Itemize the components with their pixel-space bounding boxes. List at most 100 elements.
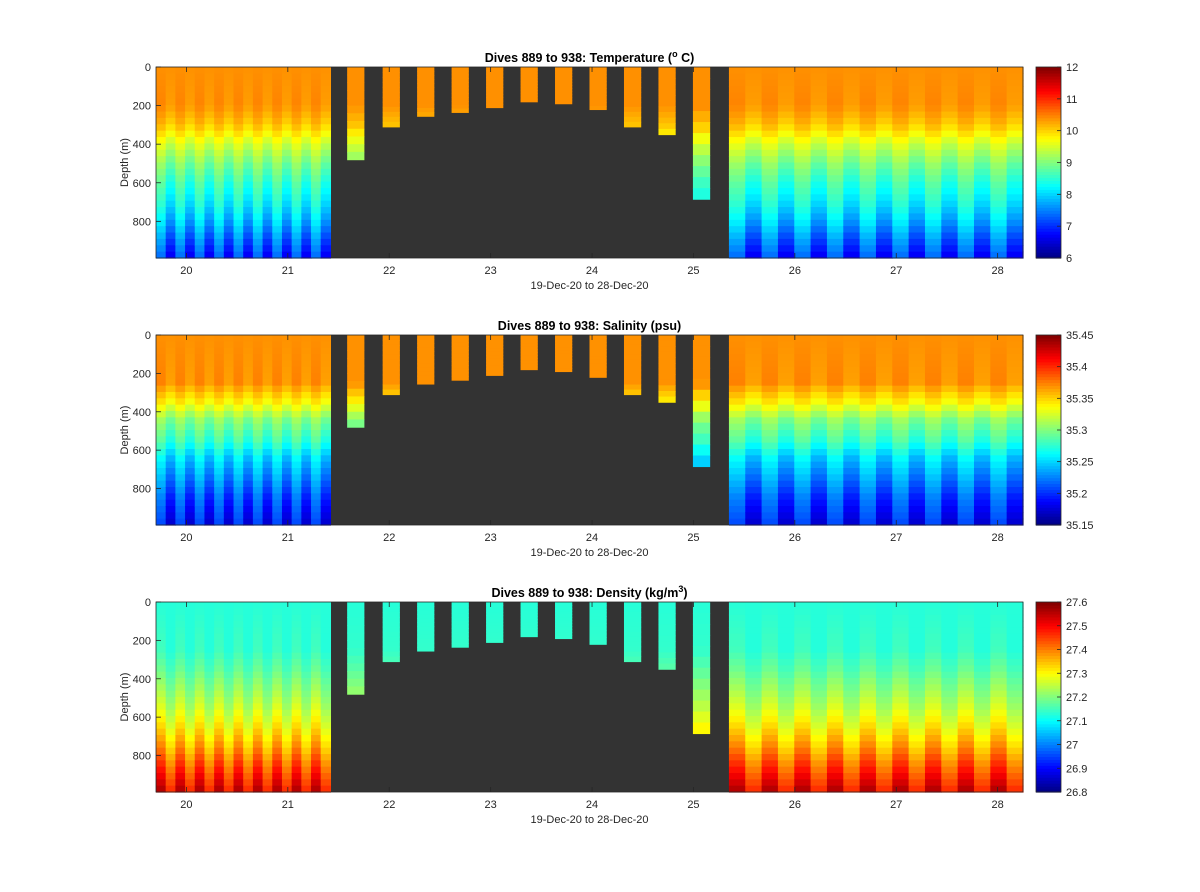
colorbar-segment (1036, 516, 1061, 520)
cell (1006, 436, 1024, 444)
y-tick-label: 0 (145, 330, 151, 342)
cell (826, 67, 844, 74)
cell (311, 671, 322, 679)
cell (990, 79, 1008, 87)
cell (777, 766, 795, 774)
cell (382, 616, 400, 623)
cell (957, 602, 975, 609)
cell (745, 341, 763, 349)
cell (1006, 200, 1024, 208)
cell (973, 678, 991, 685)
cell (291, 124, 302, 132)
cell (957, 518, 975, 526)
cell (223, 773, 235, 780)
cell (777, 92, 795, 100)
cell (417, 79, 435, 84)
cell (291, 335, 302, 342)
cell (301, 105, 312, 113)
cell (859, 385, 877, 393)
cell (204, 671, 215, 679)
cell (272, 207, 283, 215)
dive-bar (417, 602, 435, 652)
cell (658, 123, 676, 130)
cell (843, 124, 861, 132)
cell (301, 86, 312, 94)
cell (794, 149, 812, 157)
cell (347, 121, 365, 130)
cell (728, 168, 746, 176)
cell (875, 627, 893, 635)
cell (908, 602, 926, 609)
cell (175, 181, 186, 189)
cell (301, 194, 312, 202)
cell (826, 194, 844, 202)
cell (262, 373, 273, 380)
cell (990, 67, 1008, 74)
cell (826, 697, 844, 704)
cell (451, 108, 469, 113)
cell (311, 245, 322, 253)
cell (281, 760, 293, 768)
cell (777, 67, 795, 74)
cell (1006, 149, 1024, 157)
cell (957, 194, 975, 202)
cell (165, 785, 176, 793)
cell (320, 671, 332, 679)
cell (924, 86, 942, 94)
colorbar-segment (1036, 492, 1061, 496)
cell (223, 678, 235, 685)
cell (745, 366, 763, 374)
cell (262, 678, 273, 685)
cell (281, 678, 293, 685)
cell (156, 728, 167, 736)
cell (941, 423, 959, 431)
cell (204, 773, 215, 780)
cell (859, 506, 877, 513)
cell (272, 608, 283, 616)
cell (301, 430, 312, 437)
colorbar-segment (1036, 661, 1061, 665)
cell (826, 341, 844, 349)
cell (1006, 111, 1024, 119)
cell (281, 697, 293, 704)
cell (243, 194, 254, 202)
cell (233, 423, 244, 431)
cell (941, 633, 959, 641)
y-tick-label: 400 (133, 139, 151, 151)
colorbar-segment (1036, 96, 1061, 101)
cell (291, 652, 302, 660)
cell (223, 430, 235, 437)
cell (194, 105, 206, 113)
cell (320, 360, 332, 368)
cell (156, 162, 167, 170)
cell (957, 633, 975, 641)
cell (859, 417, 877, 425)
cell (194, 436, 206, 444)
cell (272, 716, 283, 723)
cell (941, 747, 959, 755)
cell (810, 181, 828, 189)
cell (810, 194, 828, 202)
cell (233, 124, 244, 132)
cell (223, 766, 235, 774)
cell (311, 678, 322, 685)
cell (859, 175, 877, 183)
cell (185, 86, 196, 94)
colorbar-segment (1036, 510, 1061, 514)
colorbar-segment (1036, 93, 1061, 98)
cell (892, 614, 910, 622)
cell (291, 741, 302, 749)
cell (281, 92, 293, 100)
cell (1006, 137, 1024, 144)
cell (875, 703, 893, 711)
cell (908, 117, 926, 125)
cell (941, 785, 959, 793)
cell (301, 633, 312, 641)
cell (243, 506, 254, 513)
cell (520, 604, 538, 609)
cell (973, 779, 991, 787)
cell (908, 379, 926, 387)
cell (761, 722, 779, 730)
cell (973, 652, 991, 660)
cell (957, 455, 975, 463)
